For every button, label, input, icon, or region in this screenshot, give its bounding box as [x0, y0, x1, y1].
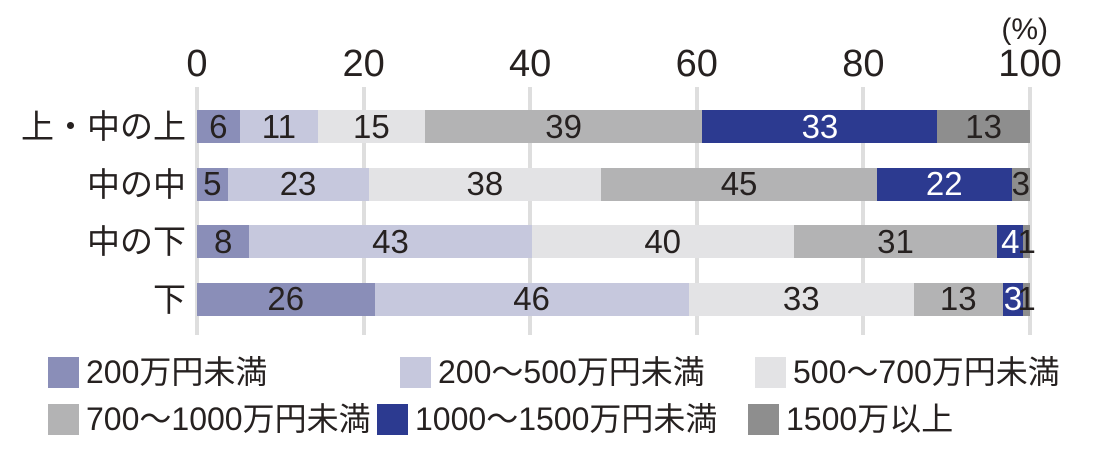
bar-segment-value: 40 [644, 222, 682, 260]
category-label: 中の下 [87, 223, 186, 261]
x-tick-label-80: 80 [842, 43, 885, 85]
bar-segment: 40 [531, 222, 794, 260]
legend-label: 1000〜1500万円未満 [415, 401, 718, 437]
bar-segment: 45 [601, 164, 877, 202]
bar-row: 6 11 15 39 33 13 [197, 107, 1030, 145]
gridline-100 [1028, 87, 1032, 335]
bar-segment-value: 43 [372, 222, 409, 260]
legend-item: 200万円未満 [48, 354, 267, 391]
bar-segment-value: 1 [1017, 280, 1036, 318]
legend-swatch-icon [748, 404, 779, 435]
bar-segment-value: 13 [939, 280, 977, 318]
bar-segment-value: 8 [214, 222, 233, 260]
legend-item: 200〜500万円未満 [400, 354, 705, 391]
bar-segment: 8 [197, 222, 250, 260]
bar-segment-value: 3 [1011, 164, 1030, 202]
bar-segment-value: 39 [545, 107, 582, 145]
bar-segment: 46 [374, 280, 689, 318]
legend-swatch-icon [48, 357, 79, 388]
bar-segment: 33 [688, 280, 914, 318]
bar-row: 8 43 40 31 4 1 [197, 222, 1036, 260]
legend-label: 200万円未満 [86, 354, 268, 390]
legend-item: 1000〜1500万円未満 [377, 401, 717, 438]
bar-segment: 4 [997, 222, 1024, 260]
x-tick-label-40: 40 [509, 43, 552, 85]
x-tick-label-20: 20 [342, 43, 385, 85]
bar-segment: 38 [368, 164, 602, 202]
bar-segment: 3 [1011, 164, 1030, 202]
bar-segment: 13 [937, 107, 1030, 145]
gridline-0 [195, 87, 199, 335]
bar-segment-value: 46 [513, 280, 550, 318]
gridline-80 [861, 87, 866, 335]
bar-segment-value: 13 [965, 107, 1003, 145]
bar-segment: 13 [913, 280, 1003, 318]
gridline-40 [528, 87, 533, 335]
x-tick-label-60: 60 [675, 43, 718, 85]
bar-segment-value: 26 [267, 280, 305, 318]
bar-row: 26 46 33 13 3 1 [197, 280, 1036, 318]
unit-label: (%) [1001, 13, 1048, 46]
bar-segment: 11 [239, 107, 319, 145]
bar-segment-value: 15 [353, 107, 390, 145]
x-tick-label-100: 100 [998, 43, 1062, 85]
gridline-20 [361, 87, 366, 335]
bar-row: 5 23 38 45 22 3 [197, 164, 1030, 202]
legend-label: 500〜700万円未満 [793, 354, 1060, 390]
legend-item: 500〜700万円未満 [755, 354, 1060, 391]
category-label: 下 [153, 280, 186, 318]
bar-segment-value: 11 [261, 107, 296, 145]
bar-segment: 5 [197, 164, 228, 202]
legend-swatch-icon [755, 357, 786, 388]
bar-segment-value: 22 [925, 164, 963, 202]
legend-label: 700〜1000万円未満 [86, 401, 371, 437]
legend-swatch-icon [400, 357, 431, 388]
bar-segment-value: 5 [203, 164, 222, 202]
bar-segment: 23 [227, 164, 369, 202]
bar-segment: 26 [197, 280, 375, 318]
bar-segment: 3 [1002, 280, 1024, 318]
bar-segment: 15 [318, 107, 425, 145]
legend-item: 700〜1000万円未満 [48, 401, 371, 438]
legend-label: 200〜500万円未満 [438, 354, 705, 390]
legend-label: 1500万以上 [786, 401, 954, 437]
legend-swatch-icon [377, 404, 408, 435]
bar-segment: 43 [249, 222, 532, 260]
category-label: 中の中 [87, 165, 186, 203]
legend-swatch-icon [48, 404, 79, 435]
bar-segment: 1 [1017, 282, 1036, 316]
bar-segment-value: 31 [877, 222, 914, 260]
bar-segment: 6 [197, 107, 240, 145]
gridline-60 [694, 87, 699, 335]
bar-segment: 33 [702, 107, 938, 145]
category-label: 上・中の上 [21, 108, 186, 145]
bar-segment: 39 [424, 107, 703, 145]
bar-segment-value: 33 [801, 107, 839, 145]
bar-segment-value: 23 [279, 164, 317, 202]
bar-segment: 1 [1018, 225, 1036, 259]
bar-segment-value: 1 [1017, 222, 1036, 260]
bar-segment: 31 [793, 222, 998, 260]
bar-segment-value: 33 [782, 280, 820, 318]
bar-segment-value: 3 [1003, 280, 1023, 318]
legend-item: 1500万以上 [748, 401, 953, 438]
x-tick-label-0: 0 [186, 43, 208, 85]
bar-segment: 22 [876, 164, 1012, 202]
bar-segment-value: 4 [1001, 222, 1020, 260]
bar-segment-value: 45 [720, 164, 758, 202]
bar-segment-value: 6 [209, 107, 228, 145]
bar-segment-value: 38 [466, 164, 504, 202]
